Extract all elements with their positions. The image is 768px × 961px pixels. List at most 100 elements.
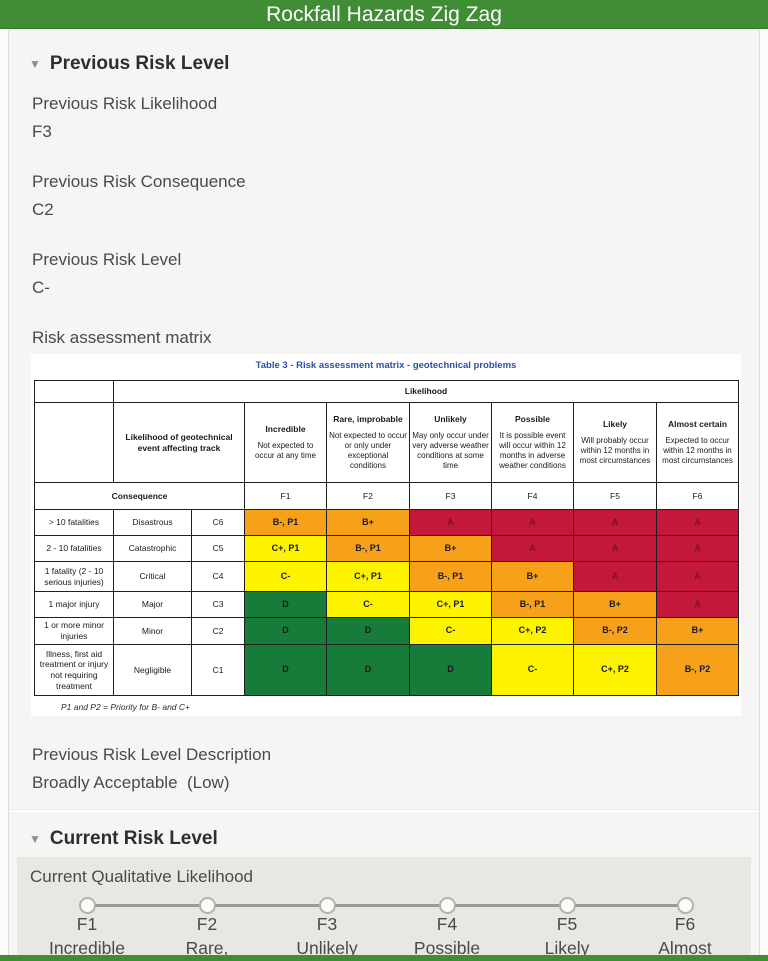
matrix-descriptor-row: Likelihood of geotechnical event affecti… <box>34 402 739 483</box>
likelihood-column-header: Likely Will probably occur within 12 mon… <box>573 402 657 483</box>
risk-cell: B+ <box>326 509 410 536</box>
matrix-consequence-row: Consequence F1 F2 F3 F4 F5 F6 <box>34 482 739 510</box>
slider-stop-f5[interactable] <box>558 897 576 914</box>
likelihood-column-header: Almost certain Expected to occur within … <box>656 402 739 483</box>
field-label: Risk assessment matrix <box>32 328 212 347</box>
risk-cell: A <box>656 509 739 536</box>
risk-cell: C+, P2 <box>573 644 657 696</box>
option-name[interactable]: Almost <box>658 938 712 958</box>
code-cell: C6 <box>191 509 245 536</box>
risk-cell: B-, P1 <box>491 591 574 618</box>
risk-cell: A <box>409 509 492 536</box>
field-label: Previous Risk Level <box>32 250 182 269</box>
option-name[interactable]: Incredible <box>49 938 125 958</box>
impact-cell: > 10 fatalities <box>34 509 114 536</box>
risk-cell: A <box>656 561 739 592</box>
field-previous-risk-consequence: Previous Risk Consequence C2 <box>32 172 759 220</box>
form-page: ▼ Previous Risk Level Previous Risk Like… <box>8 30 760 961</box>
slider-track[interactable] <box>87 904 685 907</box>
risk-cell: A <box>656 591 739 618</box>
option-name[interactable]: Likely <box>544 938 590 958</box>
slider-stop-f2[interactable] <box>198 897 216 914</box>
likelihood-question-panel: Current Qualitative Likelihood F1 F2 F3 … <box>17 857 751 959</box>
slider-stop-f4[interactable] <box>438 897 456 914</box>
consequence-header: Consequence <box>34 482 245 510</box>
collapse-triangle-icon[interactable]: ▼ <box>29 57 41 71</box>
risk-cell: D <box>244 617 327 645</box>
matrix-data-row: 1 or more minor injuries Minor C2 D D C-… <box>34 617 739 645</box>
risk-cell: B+ <box>656 617 739 645</box>
likelihood-column-header: Rare, improbable Not expected to occur o… <box>326 402 410 483</box>
likelihood-row-header: Likelihood of geotechnical event affecti… <box>113 402 245 483</box>
impact-cell: 1 fatality (2 - 10 serious injuries) <box>34 561 114 592</box>
slider-stop-f3[interactable] <box>318 897 336 914</box>
risk-cell: B-, P2 <box>656 644 739 696</box>
question-label: Current Qualitative Likelihood <box>30 867 254 886</box>
code-cell: C3 <box>191 591 245 618</box>
risk-cell: C+, P2 <box>491 617 574 645</box>
risk-cell: B-, P1 <box>326 535 410 562</box>
f-code-cell: F4 <box>491 482 574 510</box>
risk-cell: A <box>656 535 739 562</box>
risk-cell: A <box>491 535 574 562</box>
risk-cell: C- <box>491 644 574 696</box>
risk-matrix-table: Likelihood Likelihood of geotechnical ev… <box>34 380 739 696</box>
field-previous-risk-description: Previous Risk Level Description Broadly … <box>32 745 759 793</box>
code-cell: C1 <box>191 644 245 696</box>
risk-cell: C- <box>244 561 327 592</box>
name-cell: Minor <box>113 617 192 645</box>
field-value: Broadly Acceptable (Low) <box>32 773 230 792</box>
name-cell: Critical <box>113 561 192 592</box>
risk-cell: D <box>244 591 327 618</box>
bottom-green-strip <box>0 955 768 961</box>
likelihood-column-header: Possible It is possible event will occur… <box>491 402 574 483</box>
code-cell: C5 <box>191 535 245 562</box>
option-code[interactable]: F4 <box>436 914 458 934</box>
risk-cell: B+ <box>573 591 657 618</box>
option-name[interactable]: Possible <box>413 938 481 958</box>
code-cell: C4 <box>191 561 245 592</box>
option-code[interactable]: F3 <box>316 914 338 934</box>
option-code[interactable]: F1 <box>76 914 98 934</box>
slider-stop-f6[interactable] <box>676 897 694 914</box>
section-heading-previous-risk[interactable]: ▼ Previous Risk Level <box>9 52 759 76</box>
field-previous-risk-likelihood: Previous Risk Likelihood F3 <box>32 94 759 142</box>
field-value: C2 <box>32 200 54 219</box>
matrix-footnote: P1 and P2 = Priority for B- and C+ <box>61 702 190 712</box>
option-code[interactable]: F6 <box>674 914 696 934</box>
option-code[interactable]: F2 <box>196 914 218 934</box>
impact-cell: 2 - 10 fatalities <box>34 535 114 562</box>
field-previous-risk-level: Previous Risk Level C- <box>32 250 759 298</box>
risk-cell: A <box>573 535 657 562</box>
matrix-likelihood-band-row: Likelihood <box>34 380 739 403</box>
field-value: F3 <box>32 122 52 141</box>
f-code-cell: F6 <box>656 482 739 510</box>
section-title: Current Risk Level <box>49 828 218 849</box>
risk-cell: D <box>244 644 327 696</box>
field-label: Previous Risk Consequence <box>32 172 246 191</box>
option-code[interactable]: F5 <box>556 914 578 934</box>
name-cell: Major <box>113 591 192 618</box>
risk-cell: C- <box>409 617 492 645</box>
matrix-data-row: Illness, first aid treatment or injury n… <box>34 644 739 696</box>
risk-cell: C+, P1 <box>409 591 492 618</box>
app-title: Rockfall Hazards Zig Zag <box>266 3 502 26</box>
risk-cell: D <box>409 644 492 696</box>
option-name[interactable]: Unlikely <box>296 938 358 958</box>
risk-cell: B-, P1 <box>244 509 327 536</box>
field-label: Previous Risk Likelihood <box>32 94 218 113</box>
risk-cell: D <box>326 644 410 696</box>
name-cell: Catastrophic <box>113 535 192 562</box>
collapse-triangle-icon[interactable]: ▼ <box>29 832 41 846</box>
impact-cell: 1 or more minor injuries <box>34 617 114 645</box>
f-code-cell: F1 <box>244 482 327 510</box>
section-divider <box>9 809 759 814</box>
likelihood-column-header: Unlikely May only occur under very adver… <box>409 402 492 483</box>
slider-stop-f1[interactable] <box>78 897 96 914</box>
option-name[interactable]: Rare, <box>185 938 229 958</box>
risk-cell: B-, P2 <box>573 617 657 645</box>
section-heading-current-risk[interactable]: ▼ Current Risk Level <box>9 827 759 851</box>
risk-cell: C- <box>326 591 410 618</box>
f-code-cell: F2 <box>326 482 410 510</box>
risk-cell: C+, P1 <box>244 535 327 562</box>
